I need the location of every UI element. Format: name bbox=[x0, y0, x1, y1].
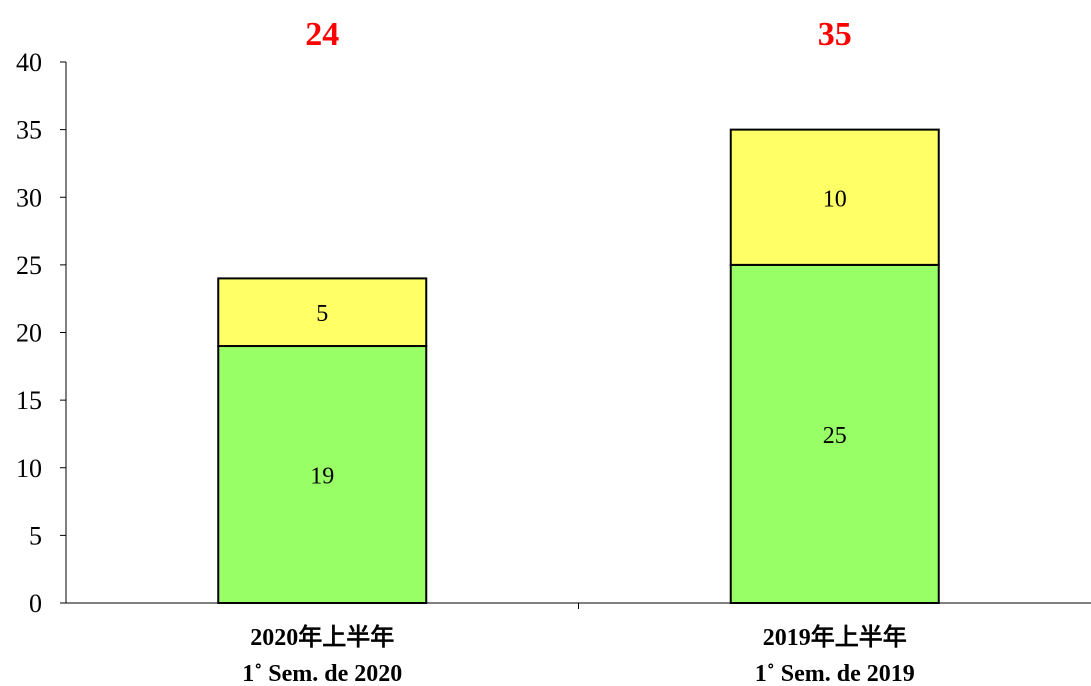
axes: 0 5 10 15 20 25 30 35 40 bbox=[16, 48, 1091, 618]
y-tick-label: 20 bbox=[16, 319, 42, 348]
bar-segment bbox=[217, 277, 428, 348]
bar-value-label: 19 bbox=[310, 464, 334, 490]
bars bbox=[217, 128, 940, 604]
bar-segment bbox=[729, 263, 940, 604]
y-tick-label: 15 bbox=[16, 386, 42, 415]
x-category-label: 1˚ Sem. de 2019 bbox=[755, 661, 915, 686]
bar-segment bbox=[729, 128, 940, 266]
labels: 19 5 24 2020年上半年 1˚ Sem. de 2020 25 10 35 2019年上… bbox=[242, 16, 914, 686]
x-category-label: 1˚ Sem. de 2020 bbox=[242, 661, 402, 686]
bar-total-label: 24 bbox=[305, 16, 339, 53]
y-tick-label: 0 bbox=[29, 589, 42, 618]
y-tick-label: 5 bbox=[29, 521, 42, 550]
bar-segment bbox=[217, 345, 428, 604]
bar-value-label: 25 bbox=[823, 423, 847, 449]
y-tick-label: 25 bbox=[16, 251, 42, 280]
bar-total-label: 35 bbox=[818, 16, 852, 53]
x-category-label: 2020年上半年 bbox=[250, 623, 394, 651]
y-tick-label: 35 bbox=[16, 116, 42, 145]
y-tick-label: 10 bbox=[16, 454, 42, 483]
y-tick-label: 30 bbox=[16, 183, 42, 212]
y-tick-label: 40 bbox=[16, 48, 42, 77]
bar-value-label: 10 bbox=[823, 186, 847, 212]
x-category-label: 2019年上半年 bbox=[763, 623, 907, 651]
bar-value-label: 5 bbox=[316, 301, 328, 327]
